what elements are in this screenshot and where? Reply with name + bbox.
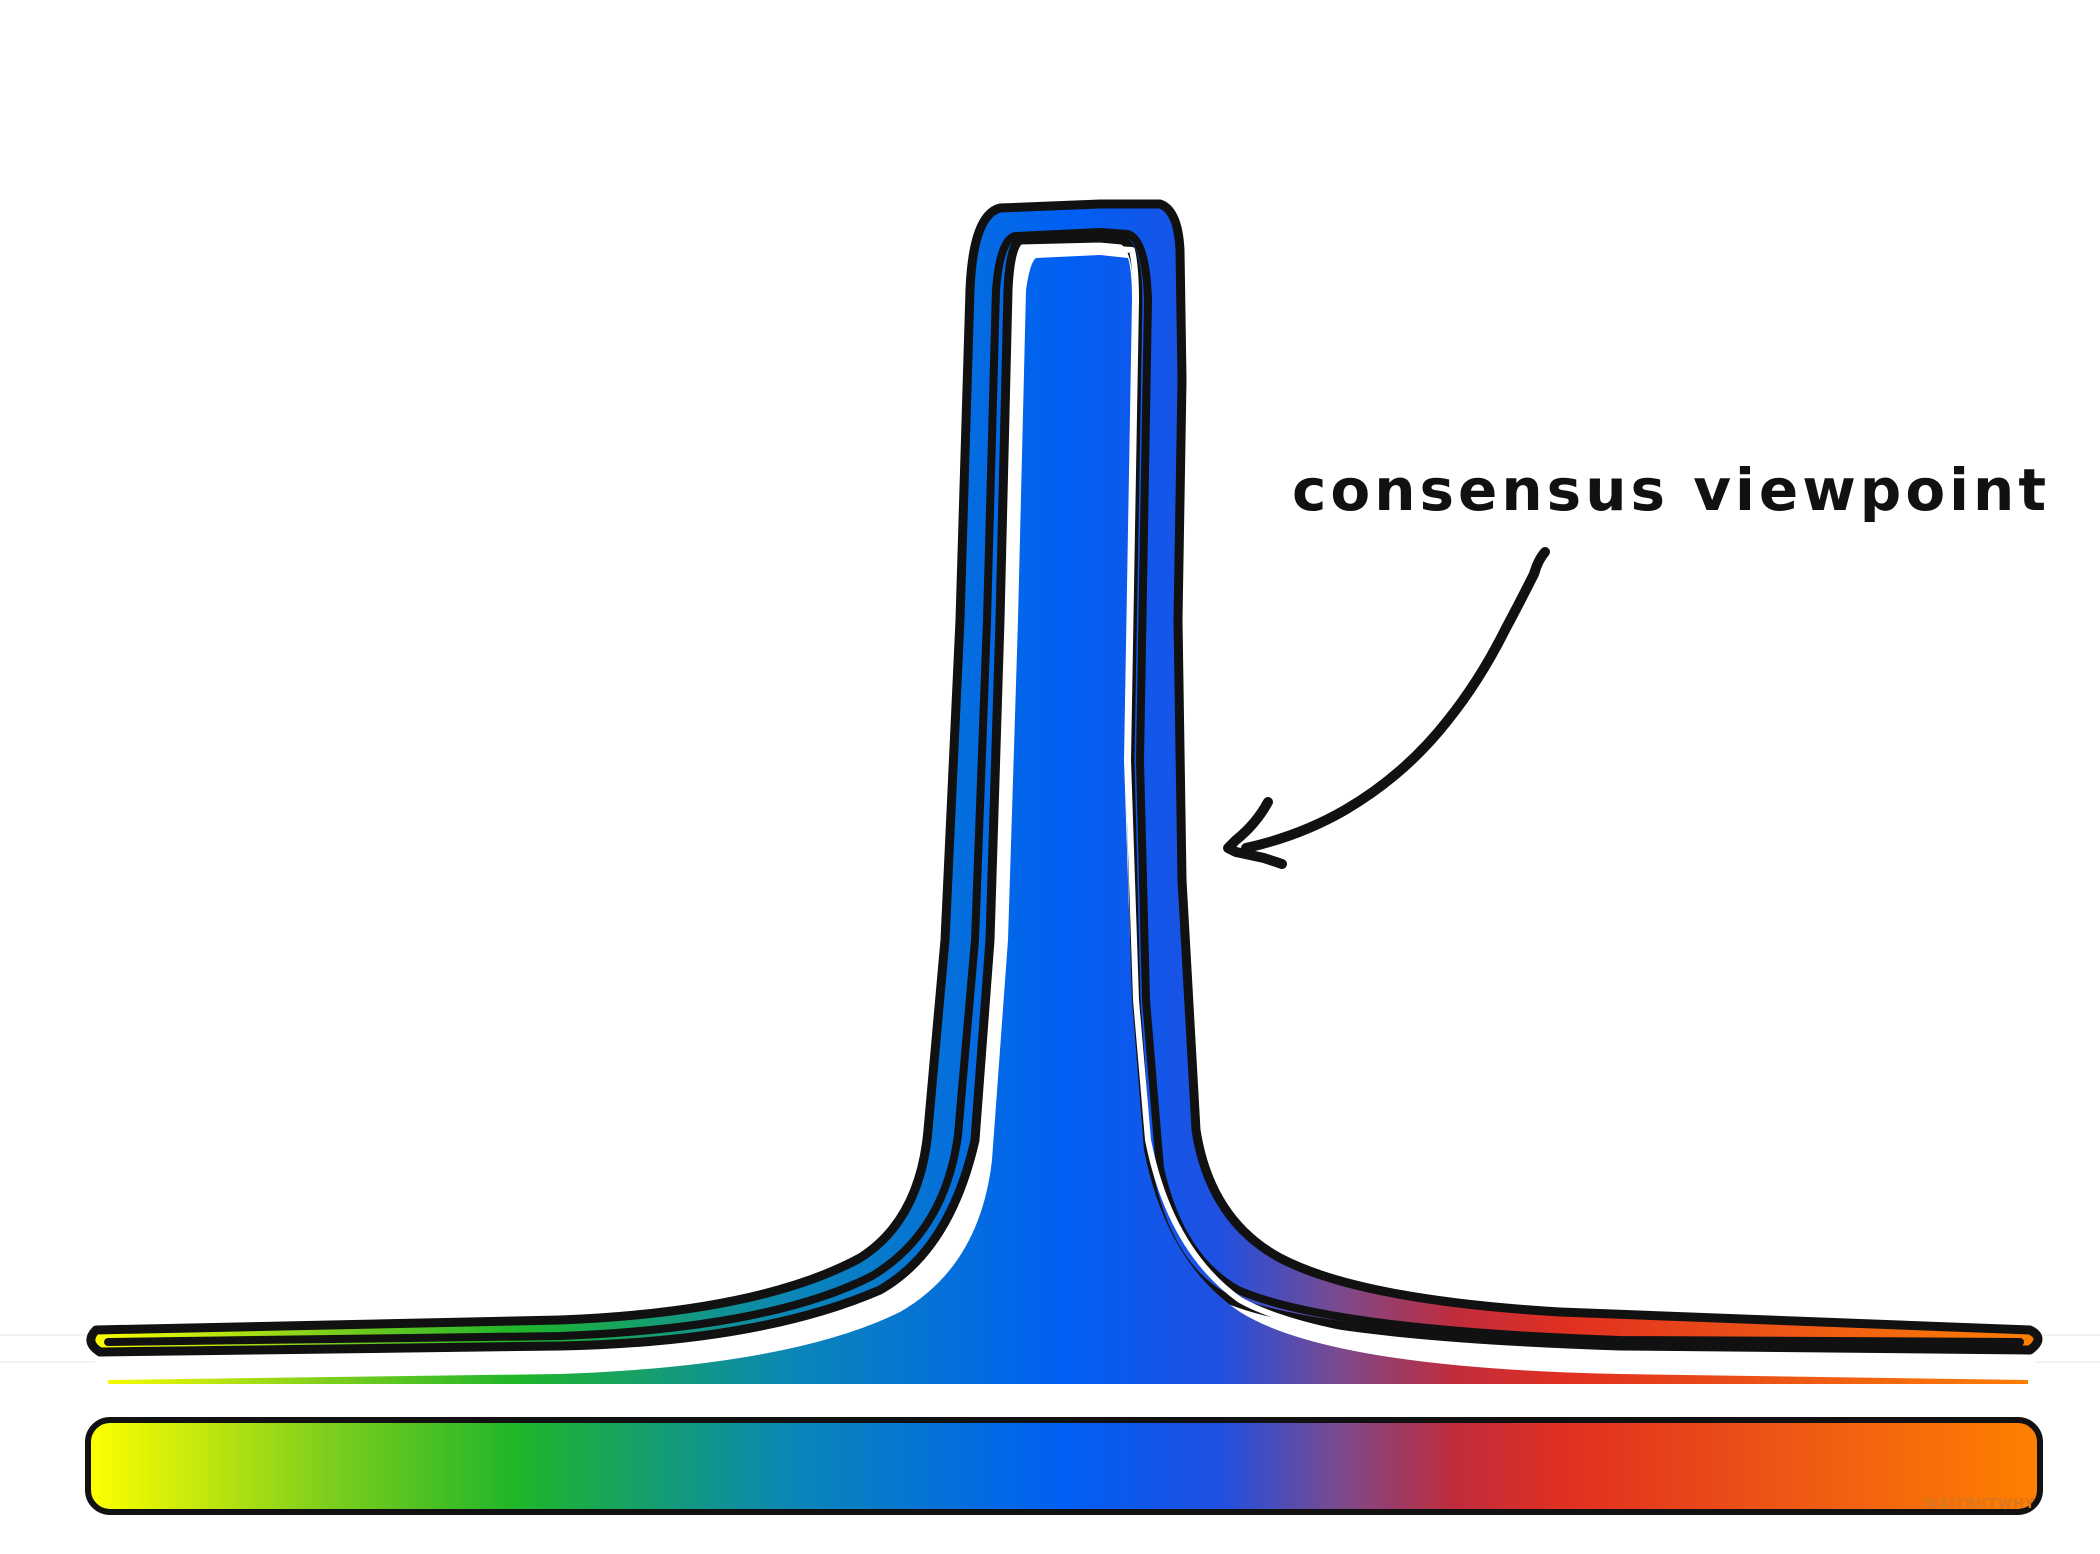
consensus-distribution [108, 255, 2028, 1384]
annotation-label: consensus viewpoint [1292, 456, 2050, 524]
white-gap-line [111, 245, 2026, 1365]
watermark: WAITBUTWHY [1924, 1497, 2036, 1512]
annotation-arrow [1232, 552, 1545, 843]
baseline [0, 1334, 2100, 1363]
spectrum-bar [85, 1417, 2043, 1515]
outer-distribution-band [86, 199, 2043, 1357]
annotation-arrow-shaft [1241, 547, 1550, 853]
inner-band-outline [104, 228, 2024, 1346]
annotation-arrow-head-icon [1223, 797, 1287, 869]
